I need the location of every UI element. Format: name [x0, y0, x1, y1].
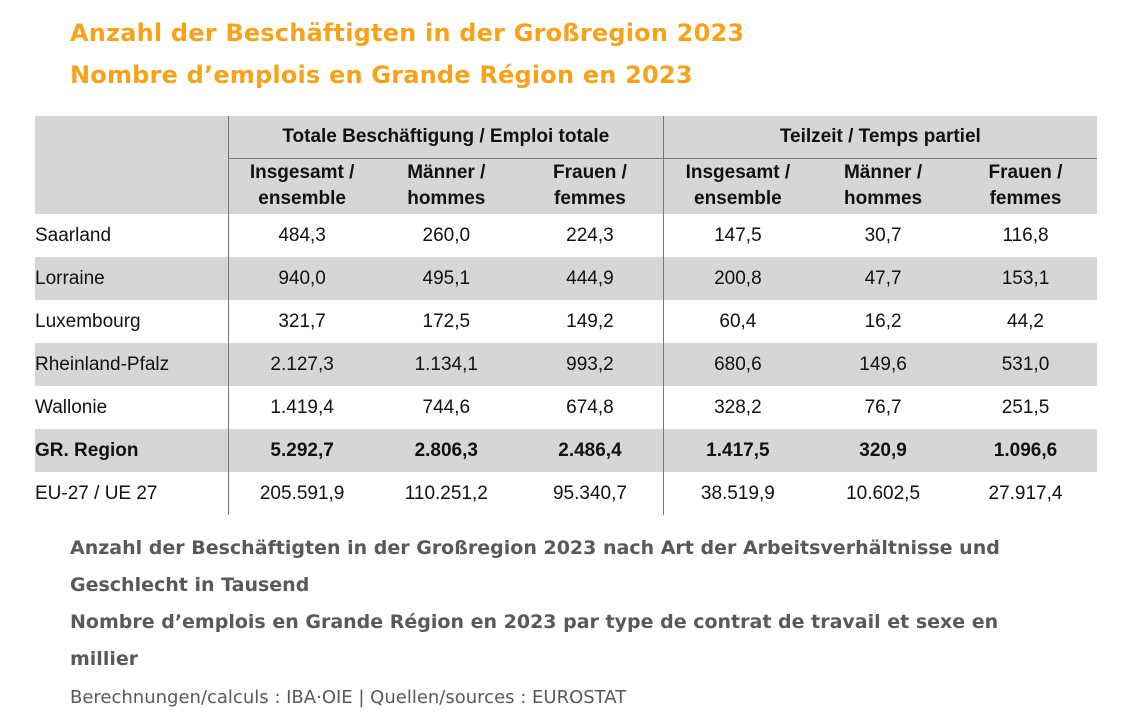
table-cell: 260,0: [422, 224, 471, 246]
row-label: Saarland: [35, 214, 229, 257]
table-cell: 153,1: [954, 257, 1097, 300]
row-label: Wallonie: [35, 386, 229, 429]
row-label: EU-27 / UE 27: [35, 472, 229, 515]
table-cell: 27.917,4: [988, 482, 1063, 504]
table-cell: 10.602,5: [846, 482, 921, 504]
table-cell: 1.417,5: [663, 429, 813, 472]
header-column-row: Insgesamt / ensemble Männer / hommes Fraue…: [35, 158, 1097, 214]
table-row-total: GR. Region 5.292,7 2.806,3 2.486,4 1.417…: [35, 429, 1097, 472]
table-cell: 940,0: [228, 257, 376, 300]
header-stub: [35, 116, 229, 214]
row-label: Luxembourg: [35, 300, 229, 343]
column-header: Männer / hommes: [375, 158, 518, 214]
table-cell: 44,2: [1007, 310, 1044, 332]
table-cell: 147,5: [714, 224, 762, 246]
table-cell: 172,5: [422, 310, 471, 332]
table-cell: 674,8: [517, 386, 664, 429]
table-cell: 224,3: [517, 214, 664, 257]
row-label: Rheinland-Pfalz: [35, 343, 229, 386]
table-cell: 993,2: [517, 343, 664, 386]
table-cell: 95.340,7: [517, 472, 664, 515]
table-cell: 16,2: [864, 310, 902, 332]
header-group-row: Totale Beschäftigung / Emploi totale Tei…: [35, 116, 1097, 214]
table-row: Wallonie 1.419,4 744,6 674,8 328,2 76,7 …: [35, 386, 1097, 429]
column-header: Insgesamt / ensemble: [228, 158, 376, 214]
column-header: Insgesamt / ensemble: [663, 158, 813, 214]
table-cell: 444,9: [517, 257, 664, 300]
table-row: Lorraine 940,0 495,1 444,9 200,8 47,7 15…: [35, 257, 1097, 300]
caption-line: millier: [70, 648, 139, 670]
table-cell: 2.127,3: [228, 343, 376, 386]
table-cell: 60,4: [719, 310, 757, 332]
table-cell: 149,6: [812, 343, 955, 386]
table-cell: 680,6: [663, 343, 813, 386]
table-cell: 1.134,1: [375, 343, 518, 386]
table-cell: 200,8: [663, 257, 813, 300]
table-cell: 47,7: [812, 257, 955, 300]
column-header: Frauen / femmes: [954, 158, 1097, 214]
table-row: Saarland 484,3 260,0 224,3 147,5 30,7 11…: [35, 214, 1097, 257]
chart-title-de: Anzahl der Beschäftigten in der Großregi…: [70, 19, 745, 47]
table-cell: 251,5: [1001, 396, 1050, 418]
row-label: Lorraine: [35, 257, 229, 300]
table-cell: 2.806,3: [375, 429, 518, 472]
table-cell: 320,9: [812, 429, 955, 472]
table-cell: 321,7: [278, 310, 326, 332]
table-row: EU-27 / UE 27 205.591,9 110.251,2 95.340…: [35, 472, 1097, 515]
table-cell: 205.591,9: [259, 482, 345, 504]
row-label: GR. Region: [35, 429, 229, 472]
employment-table: Totale Beschäftigung / Emploi totale Tei…: [35, 116, 1097, 515]
table-cell: 484,3: [278, 224, 326, 246]
figure-caption: Anzahl der Beschäftigten in der Großregi…: [70, 530, 1090, 716]
source-note: Berechnungen/calculs : IBA·OIE | Quellen…: [70, 687, 627, 708]
table-cell: 149,2: [517, 300, 664, 343]
table-cell: 116,8: [1002, 224, 1049, 246]
caption-line: Anzahl der Beschäftigten in der Großregi…: [70, 537, 1000, 559]
table-body: Saarland 484,3 260,0 224,3 147,5 30,7 11…: [35, 214, 1097, 515]
column-header: Männer / hommes: [812, 158, 955, 214]
table-row: Rheinland-Pfalz 2.127,3 1.134,1 993,2 68…: [35, 343, 1097, 386]
table-cell: 328,2: [714, 396, 762, 418]
table-cell: 2.486,4: [517, 429, 664, 472]
header-group-total: Totale Beschäftigung / Emploi totale: [228, 116, 664, 159]
header-group-parttime: Teilzeit / Temps partiel: [663, 116, 1097, 159]
table-cell: 1.096,6: [954, 429, 1097, 472]
table-cell: 744,6: [422, 396, 471, 418]
caption-line: Nombre d’emplois en Grande Région en 202…: [70, 611, 999, 633]
title-block: Anzahl der Beschäftigten in der Großregi…: [70, 12, 744, 96]
caption-line: Geschlecht in Tausend: [70, 574, 310, 596]
table-row: Luxembourg 321,7 172,5 149,2 60,4 16,2 4…: [35, 300, 1097, 343]
table-cell: 531,0: [954, 343, 1097, 386]
column-header: Frauen / femmes: [517, 158, 664, 214]
chart-title-fr: Nombre d’emplois en Grande Région en 202…: [70, 61, 693, 89]
table-cell: 495,1: [375, 257, 518, 300]
table-cell: 76,7: [864, 396, 902, 418]
table-cell: 38.519,9: [700, 482, 775, 504]
table-cell: 30,7: [864, 224, 902, 246]
table-cell: 1.419,4: [270, 396, 334, 418]
table-cell: 110.251,2: [404, 482, 488, 504]
table-cell: 5.292,7: [228, 429, 376, 472]
